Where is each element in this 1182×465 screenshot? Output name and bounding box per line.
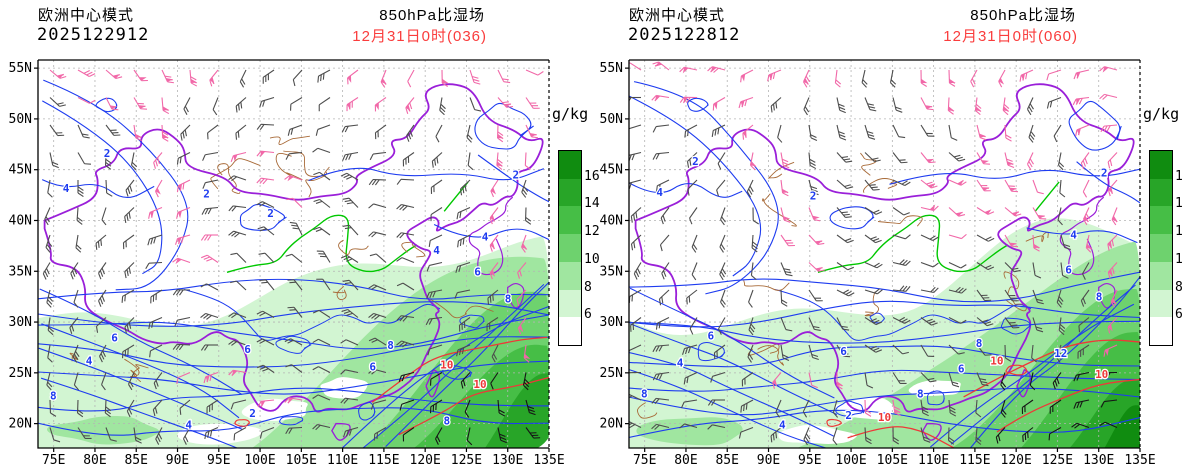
lon-tick-label: 125E — [1042, 453, 1073, 465]
lon-tick-label: 90E — [166, 453, 189, 465]
contour-label: 2 — [1101, 166, 1108, 179]
contour-label: 10 — [878, 411, 891, 424]
contour-label: 6 — [958, 362, 965, 375]
contour-label: 2 — [810, 190, 817, 203]
lon-tick-label: 75E — [42, 453, 65, 465]
contour-label: 6 — [840, 345, 847, 358]
lon-tick-label: 75E — [633, 453, 656, 465]
lat-tick-label: 35N — [9, 264, 32, 279]
lon-tick-label: 85E — [124, 453, 147, 465]
contour-label: 12 — [1054, 347, 1067, 360]
contour-label: 6 — [707, 329, 714, 342]
lat-tick-label: 50N — [9, 112, 32, 127]
lat-tick-label: 45N — [9, 163, 32, 178]
lat-tick-label: 55N — [9, 61, 32, 76]
lon-tick-label: 120E — [1001, 453, 1032, 465]
lon-tick-label: 100E — [244, 453, 275, 465]
lat-tick-label: 20N — [9, 417, 32, 432]
contour-label: 8 — [917, 388, 924, 401]
contour-label: 6 — [244, 343, 251, 356]
contour-label: 2 — [267, 207, 274, 220]
lon-tick-label: 110E — [918, 453, 949, 465]
contour-label: 4 — [482, 230, 489, 243]
contour-label: 2 — [512, 168, 519, 181]
lon-tick-label: 105E — [877, 453, 908, 465]
contour-label: 4 — [656, 186, 663, 199]
contour-label: 10 — [1095, 368, 1108, 381]
lon-tick-label: 90E — [757, 453, 780, 465]
contour-label: 8 — [641, 388, 648, 401]
lat-tick-label: 45N — [600, 163, 623, 178]
lat-tick-label: 30N — [600, 315, 623, 330]
lon-tick-label: 105E — [286, 453, 317, 465]
contour-label: 8 — [443, 415, 450, 428]
contour-label: 8 — [1096, 291, 1103, 304]
contour-label: 8 — [50, 390, 57, 403]
contour-label: 6 — [1065, 263, 1072, 276]
lon-tick-label: 135E — [533, 453, 564, 465]
lon-tick-label: 95E — [207, 453, 230, 465]
contour-label: 4 — [677, 357, 684, 370]
lat-tick-label: 25N — [600, 366, 623, 381]
lon-tick-label: 110E — [327, 453, 358, 465]
lon-tick-label: 130E — [1083, 453, 1114, 465]
lat-tick-label: 30N — [9, 315, 32, 330]
lon-tick-label: 115E — [368, 453, 399, 465]
contour-label: 6 — [474, 265, 481, 278]
contour-label: 4 — [185, 419, 192, 432]
contour-label: 4 — [779, 419, 786, 432]
lat-tick-label: 40N — [600, 213, 623, 228]
contour-label: 8 — [387, 339, 394, 352]
contour-label: 10 — [440, 359, 453, 372]
lon-tick-label: 95E — [798, 453, 821, 465]
lon-tick-label: 120E — [410, 453, 441, 465]
lon-tick-label: 115E — [959, 453, 990, 465]
contour-label: 2 — [692, 155, 699, 168]
lon-tick-label: 80E — [83, 453, 106, 465]
lon-tick-label: 135E — [1124, 453, 1155, 465]
contour-label: 2 — [845, 409, 852, 422]
lon-tick-label: 85E — [715, 453, 738, 465]
lat-tick-label: 25N — [9, 366, 32, 381]
lat-tick-label: 55N — [600, 61, 623, 76]
contour-label: 4 — [86, 355, 93, 368]
contour-label: 4 — [1070, 229, 1077, 242]
contour-label: 6 — [111, 331, 118, 344]
contour-label: 10 — [473, 378, 486, 391]
contour-label: 8 — [976, 337, 983, 350]
contour-label: 4 — [433, 244, 440, 257]
lon-tick-label: 100E — [835, 453, 866, 465]
contour-label: 6 — [369, 360, 376, 373]
lat-tick-label: 40N — [9, 213, 32, 228]
lon-tick-label: 125E — [451, 453, 482, 465]
lon-tick-label: 130E — [492, 453, 523, 465]
contour-label: 2 — [249, 407, 256, 420]
lon-tick-label: 80E — [674, 453, 697, 465]
contour-label: 4 — [63, 182, 70, 195]
contour-label: 8 — [505, 293, 512, 306]
contour-label: 10 — [990, 355, 1003, 368]
contour-label: 2 — [104, 147, 111, 160]
lat-tick-label: 50N — [600, 112, 623, 127]
lat-tick-label: 20N — [600, 417, 623, 432]
lat-tick-label: 35N — [600, 264, 623, 279]
contour-label: 2 — [203, 188, 210, 201]
